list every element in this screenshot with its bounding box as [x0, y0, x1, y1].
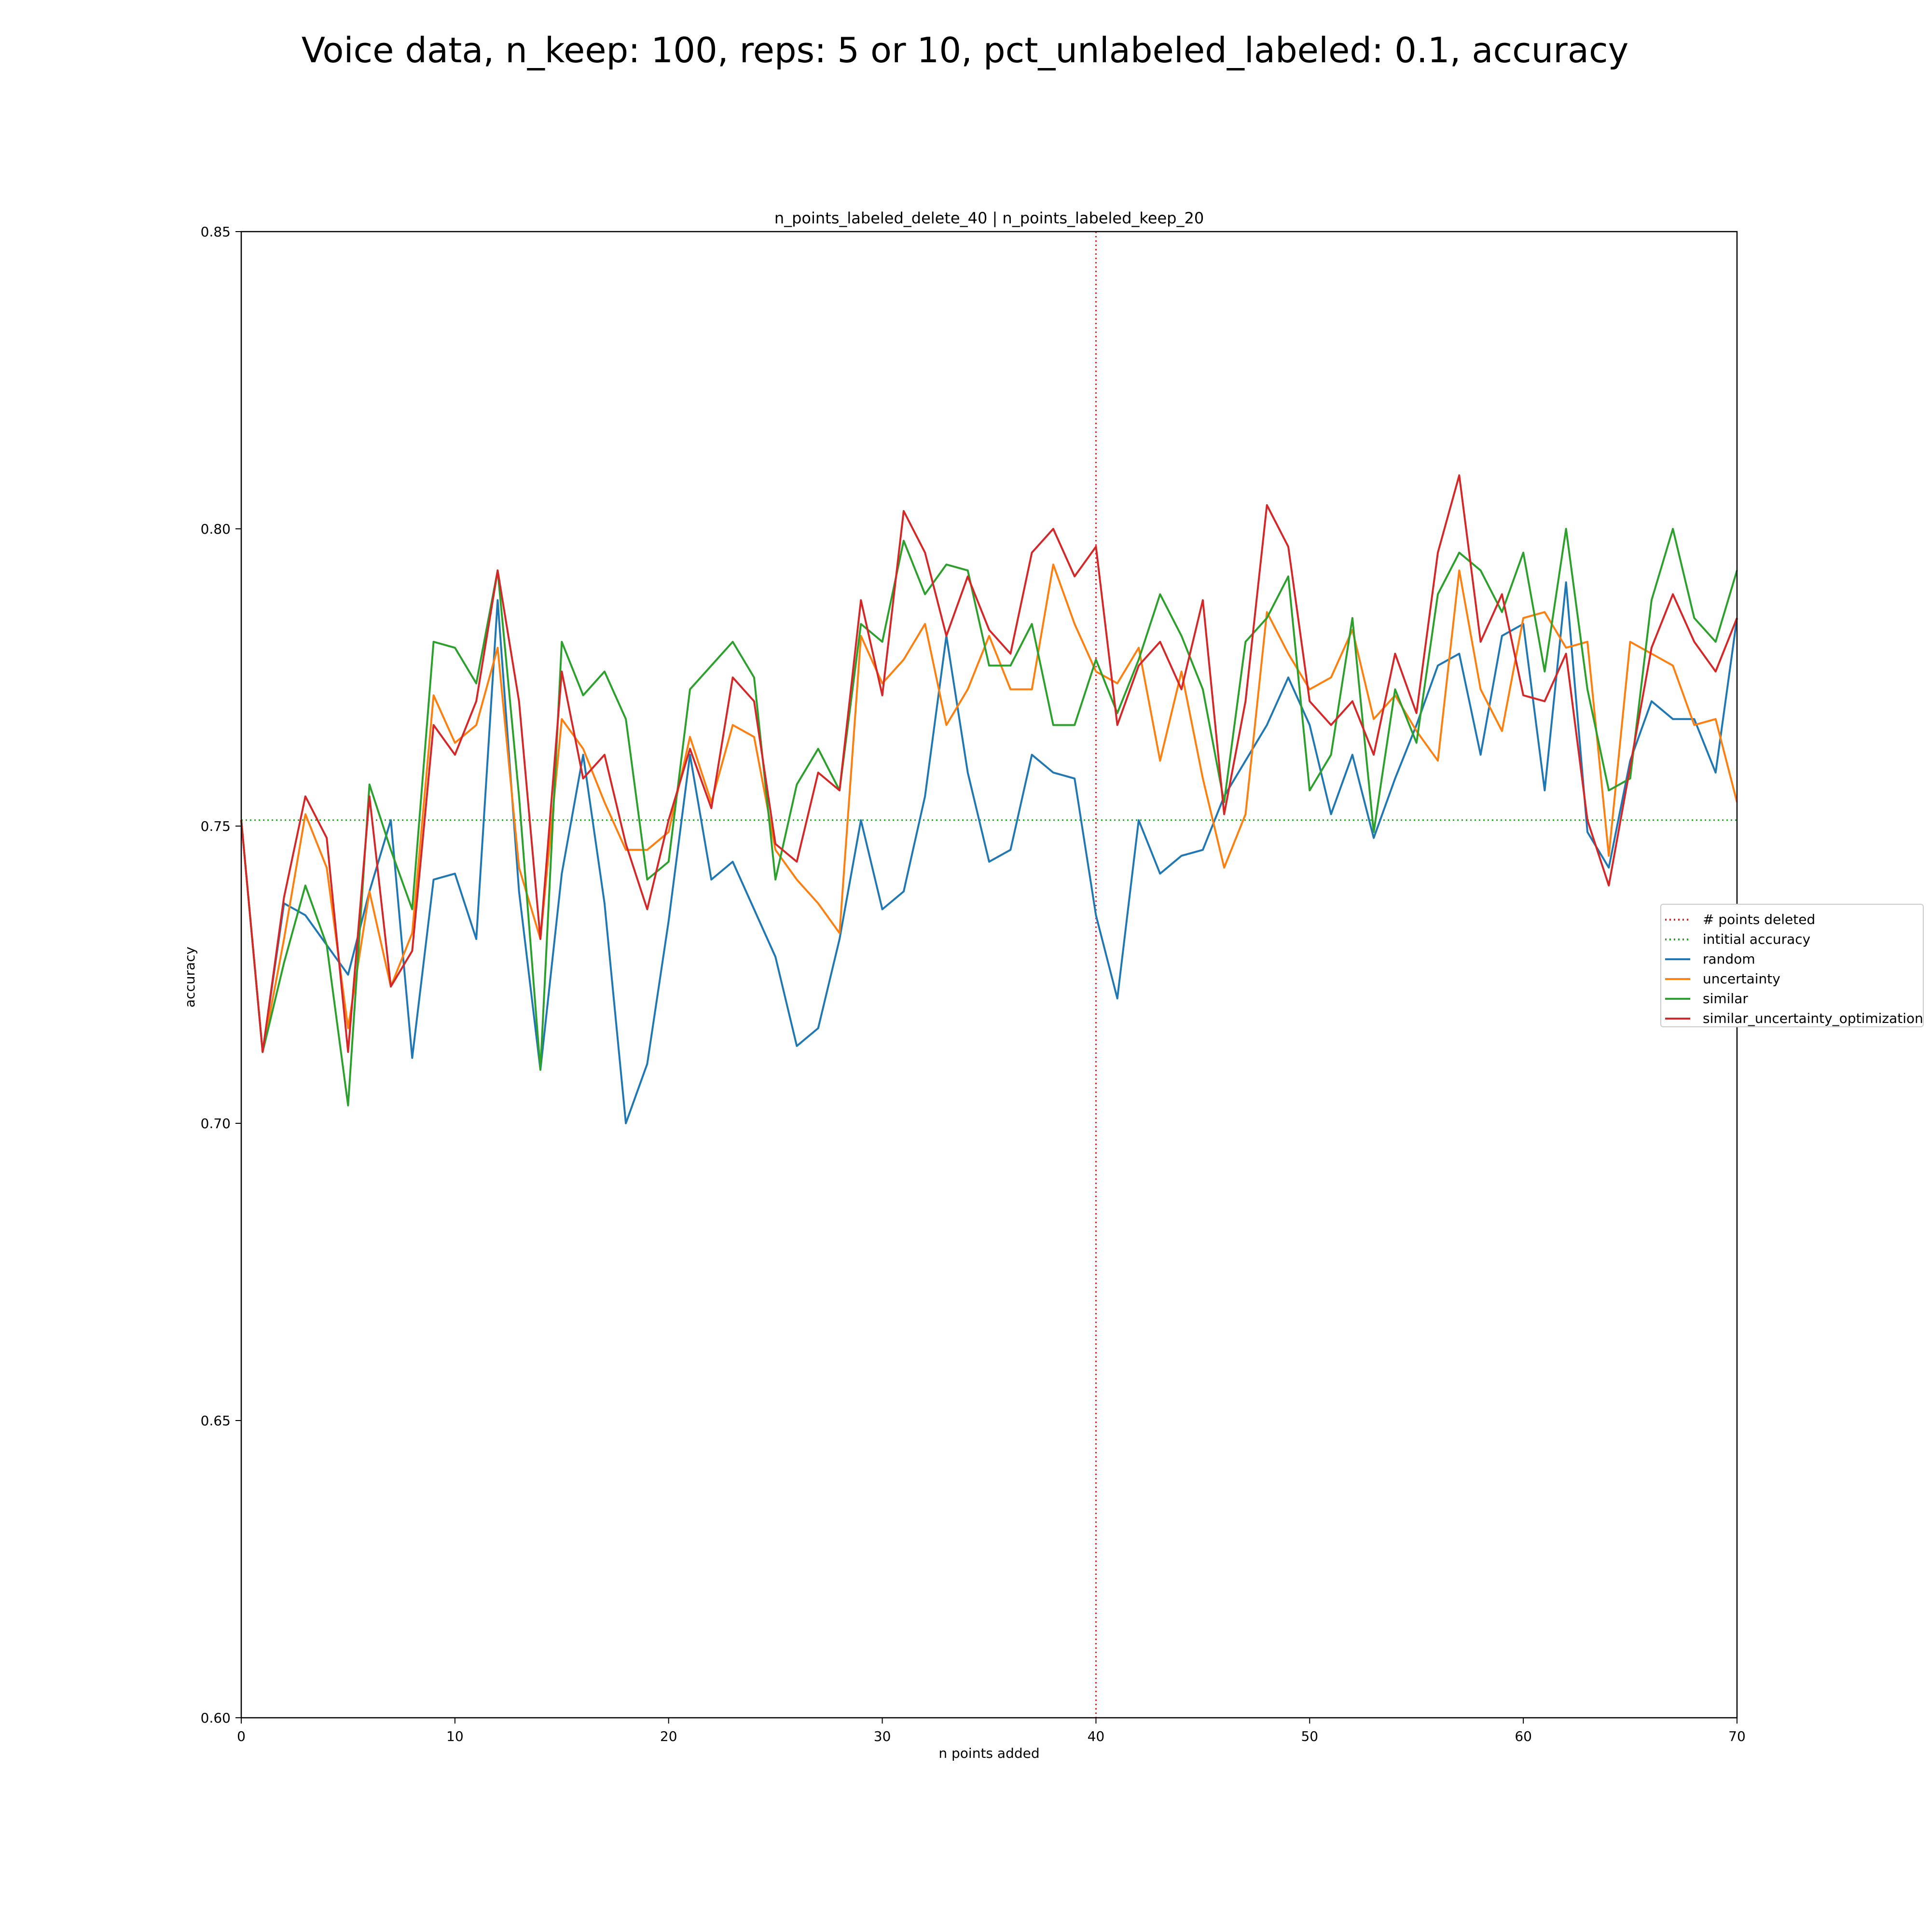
legend-item-uncertainty: uncertainty [1661, 970, 1922, 988]
legend-swatch [1665, 1018, 1690, 1020]
legend-label: similar_uncertainty_optimization [1703, 1010, 1923, 1026]
x-tick-label: 10 [446, 1728, 464, 1744]
legend-label: intitial accuracy [1703, 931, 1811, 947]
legend-item-points-deleted: # points deleted [1661, 911, 1922, 929]
x-axis-label: n points added [938, 1745, 1039, 1761]
series-uncertainty-line [240, 563, 1738, 1053]
x-tick-label: 30 [874, 1728, 891, 1744]
axis-ticks: 0 10 20 30 40 50 60 70 0.60 0.65 0.70 0.75 0.80 0.85 [201, 224, 1746, 1744]
legend: # points deleted intitial accuracy random u… [1660, 904, 1924, 1027]
series-similar-uncertainty-optimization-line [240, 474, 1738, 1053]
reference-lines [241, 232, 1737, 1718]
y-tick-label: 0.75 [201, 818, 231, 834]
x-tick-label: 60 [1515, 1728, 1532, 1744]
legend-label: similar [1703, 991, 1748, 1007]
legend-swatch [1665, 998, 1690, 1000]
x-tick-label: 0 [237, 1728, 246, 1744]
series-lines [240, 474, 1738, 1124]
figure-suptitle: Voice data, n_keep: 100, reps: 5 or 10, … [301, 30, 1629, 70]
legend-label: # points deleted [1703, 911, 1816, 927]
legend-label: random [1703, 951, 1755, 967]
y-tick-label: 0.85 [201, 224, 231, 240]
legend-swatch [1665, 938, 1690, 940]
y-tick-label: 0.70 [201, 1116, 231, 1132]
legend-item-intitial-accuracy: intitial accuracy [1661, 930, 1922, 949]
series-random-line [240, 581, 1738, 1124]
x-tick-label: 70 [1728, 1728, 1746, 1744]
y-tick-label: 0.80 [201, 521, 231, 537]
plot-frame [240, 231, 1738, 1719]
legend-item-random: random [1661, 950, 1922, 968]
y-tick-label: 0.65 [201, 1413, 231, 1429]
y-axis-label: accuracy [182, 947, 198, 1007]
legend-item-similar: similar [1661, 990, 1922, 1008]
legend-item-similar-uncertainty-optimization: similar_uncertainty_optimization [1661, 1009, 1923, 1028]
axes-title: n_points_labeled_delete_40 | n_points_la… [774, 209, 1204, 227]
series-similar-line [240, 528, 1738, 1106]
legend-swatch [1665, 978, 1690, 980]
legend-swatch [1665, 919, 1690, 921]
legend-swatch [1665, 958, 1690, 960]
y-tick-label: 0.60 [201, 1710, 231, 1726]
x-tick-label: 40 [1088, 1728, 1105, 1744]
x-tick-label: 50 [1301, 1728, 1318, 1744]
legend-label: uncertainty [1703, 971, 1780, 987]
x-tick-label: 20 [660, 1728, 677, 1744]
